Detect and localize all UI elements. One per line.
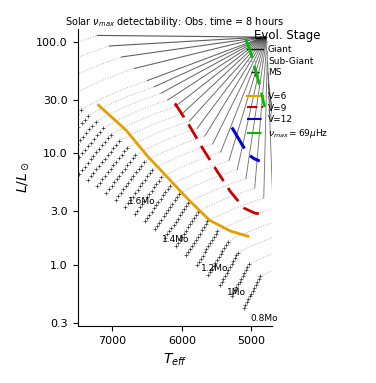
Text: 1.4Mo: 1.4Mo (162, 235, 190, 244)
Title: Solar $\nu_{max}$ detectability: Obs. time = 8 hours: Solar $\nu_{max}$ detectability: Obs. ti… (65, 15, 284, 29)
Text: 1.2Mo: 1.2Mo (201, 264, 228, 273)
X-axis label: $T_{eff}$: $T_{eff}$ (163, 352, 187, 368)
Text: 0.8Mo: 0.8Mo (250, 314, 277, 323)
Legend: Giant, Sub-Giant, MS, , V=6, V=9, V=12, $\nu_{max}=69\mu$Hz: Giant, Sub-Giant, MS, , V=6, V=9, V=12, … (246, 28, 330, 142)
Text: 1.6Mo: 1.6Mo (128, 197, 155, 206)
Y-axis label: $L/L_\odot$: $L/L_\odot$ (15, 162, 31, 193)
Text: 1Mo: 1Mo (227, 288, 246, 296)
